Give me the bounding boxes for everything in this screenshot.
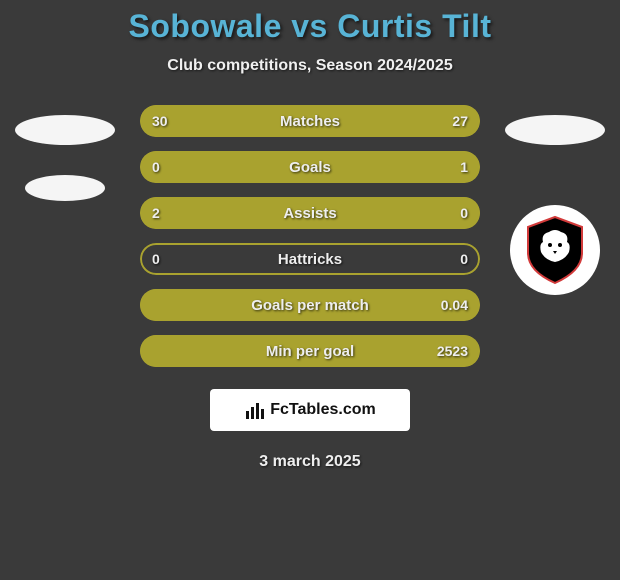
date-text: 3 march 2025 bbox=[259, 453, 360, 471]
stat-value-right: 2523 bbox=[437, 343, 468, 359]
stat-value-left: 0 bbox=[152, 159, 160, 175]
left-player-photo-placeholder bbox=[15, 115, 115, 145]
stat-bar: Matches 30 27 bbox=[140, 105, 480, 137]
stat-label: Goals bbox=[289, 159, 331, 176]
stat-label: Min per goal bbox=[266, 343, 354, 360]
stats-column: Matches3027Goals01Assists20Hattricks00Go… bbox=[140, 105, 480, 367]
stat-bar: Assists 2 0 bbox=[140, 197, 480, 229]
left-player-col bbox=[10, 105, 120, 201]
stat-value-right: 0 bbox=[460, 251, 468, 267]
page-title: Sobowale vs Curtis Tilt bbox=[129, 8, 492, 45]
bars-icon bbox=[244, 399, 266, 421]
left-club-logo-placeholder bbox=[25, 175, 105, 201]
stat-fill-left bbox=[140, 151, 201, 183]
lion-shield-icon bbox=[524, 215, 586, 285]
stat-label: Goals per match bbox=[251, 297, 369, 314]
stat-value-right: 1 bbox=[460, 159, 468, 175]
right-club-badge bbox=[510, 205, 600, 295]
stat-bar: Min per goal 2523 bbox=[140, 335, 480, 367]
stat-fill-right bbox=[201, 151, 480, 183]
stat-value-right: 27 bbox=[452, 113, 468, 129]
stat-bar: Goals 0 1 bbox=[140, 151, 480, 183]
right-player-photo-placeholder bbox=[505, 115, 605, 145]
stat-bar: Goals per match 0.04 bbox=[140, 289, 480, 321]
right-player-col bbox=[500, 105, 610, 295]
stat-value-right: 0 bbox=[460, 205, 468, 221]
main-row: Matches3027Goals01Assists20Hattricks00Go… bbox=[0, 105, 620, 367]
branding-badge: FcTables.com bbox=[210, 389, 410, 431]
stat-label: Assists bbox=[283, 205, 336, 222]
stat-label: Matches bbox=[280, 113, 340, 130]
page-subtitle: Club competitions, Season 2024/2025 bbox=[167, 57, 452, 75]
stat-value-left: 2 bbox=[152, 205, 160, 221]
stat-value-right: 0.04 bbox=[441, 297, 468, 313]
stat-bar: Hattricks 0 0 bbox=[140, 243, 480, 275]
stat-value-left: 30 bbox=[152, 113, 168, 129]
branding-text: FcTables.com bbox=[270, 401, 376, 419]
stat-value-left: 0 bbox=[152, 251, 160, 267]
comparison-infographic: Sobowale vs Curtis Tilt Club competition… bbox=[0, 0, 620, 580]
stat-label: Hattricks bbox=[278, 251, 342, 268]
